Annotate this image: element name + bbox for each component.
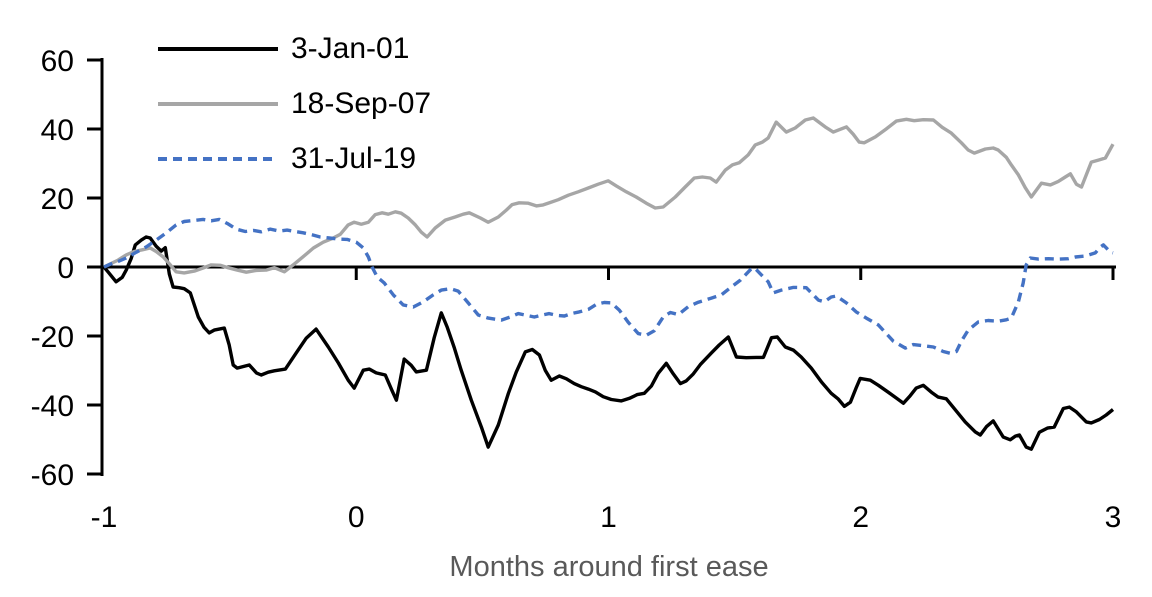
x-tick-label: 3	[1105, 501, 1122, 534]
y-tick-label: 40	[41, 114, 74, 147]
x-axis-title: Months around first ease	[449, 551, 769, 583]
x-tick-label: 2	[852, 501, 869, 534]
legend-label: 18-Sep-07	[291, 86, 432, 120]
x-tick-label: -1	[91, 501, 118, 534]
legend-line-swatch	[158, 156, 278, 161]
y-tick-label: -60	[31, 459, 74, 492]
legend-item: 3-Jan-01	[158, 21, 431, 76]
y-tick-label: 0	[57, 252, 74, 285]
legend-item: 18-Sep-07	[158, 76, 431, 131]
legend-item: 31-Jul-19	[158, 131, 431, 186]
y-tick-label: -40	[31, 390, 74, 423]
series-line-3-Jan-01	[102, 235, 1115, 451]
legend-line-swatch	[158, 101, 278, 106]
series-line-18-Sep-07	[103, 116, 1115, 275]
legend-line-swatch	[158, 46, 278, 51]
y-tick-label: 20	[41, 183, 74, 216]
legend-label: 3-Jan-01	[291, 31, 410, 65]
x-tick-label: 0	[348, 501, 365, 534]
y-tick-label: 60	[41, 45, 74, 78]
series-line-31-Jul-19	[103, 217, 1114, 355]
chart-legend: 3-Jan-01 18-Sep-07 31-Jul-19	[158, 21, 431, 186]
y-tick-label: -20	[31, 321, 74, 354]
x-tick-label: 1	[600, 501, 617, 534]
legend-label: 31-Jul-19	[291, 141, 417, 175]
